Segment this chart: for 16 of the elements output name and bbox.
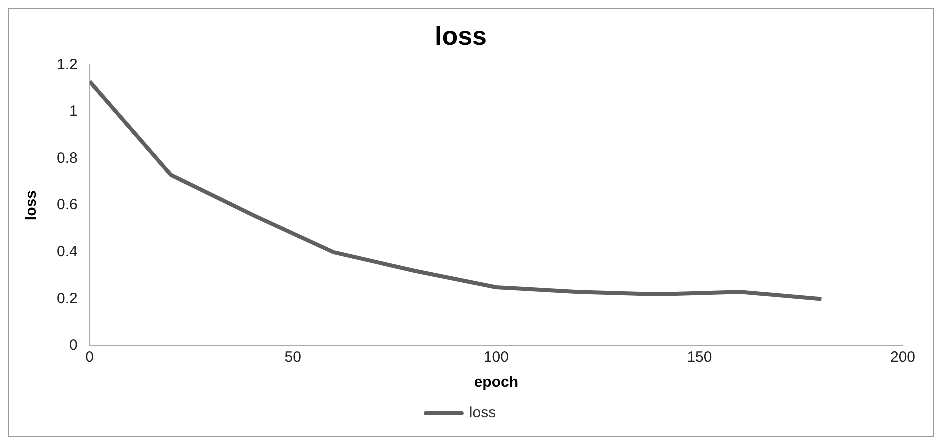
x-tick-label: 150 <box>687 349 712 366</box>
chart-title: loss <box>434 20 488 51</box>
y-tick-label: 0.4 <box>56 244 78 261</box>
legend-label: loss <box>469 404 496 422</box>
y-tick-label: 1.2 <box>56 56 78 74</box>
x-axis-title: epoch <box>474 374 519 392</box>
y-tick-label: 0.6 <box>56 196 78 214</box>
y-tick-label: 0 <box>70 337 78 354</box>
y-axis-title: loss <box>23 190 40 221</box>
y-tick-label: 0.2 <box>56 290 78 308</box>
x-tick-label: 0 <box>86 349 94 366</box>
x-tick-label: 50 <box>284 349 302 366</box>
y-tick-label: 1 <box>70 103 78 120</box>
y-tick-label: 0.8 <box>56 150 78 167</box>
x-tick-label: 100 <box>484 349 509 366</box>
x-tick-label: 200 <box>890 349 916 366</box>
